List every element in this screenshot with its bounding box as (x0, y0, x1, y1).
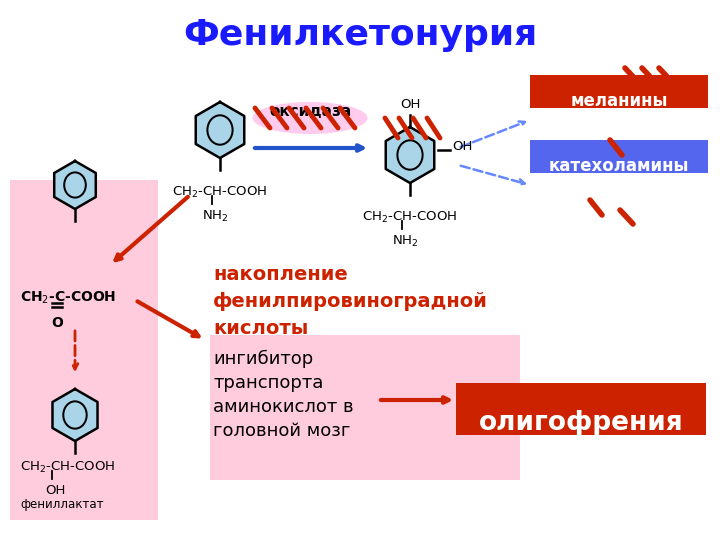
Polygon shape (53, 389, 97, 441)
Text: NH$_2$: NH$_2$ (392, 234, 418, 249)
Text: катехоламины: катехоламины (549, 157, 689, 175)
Polygon shape (386, 127, 434, 183)
Text: головной мозг: головной мозг (213, 422, 351, 440)
Ellipse shape (253, 102, 367, 134)
Text: аминокислот в: аминокислот в (213, 398, 354, 416)
Bar (10, 180, 158, 520)
Bar (530, 75, 708, 108)
Polygon shape (196, 102, 244, 158)
Text: OH: OH (452, 140, 472, 153)
Text: кислоты: кислоты (213, 319, 308, 338)
Bar (530, 140, 708, 173)
Text: O: O (51, 316, 63, 330)
Text: OH: OH (400, 98, 420, 111)
Text: CH$_2$-CH-COOH: CH$_2$-CH-COOH (20, 460, 115, 475)
Text: Фенилкетонурия: Фенилкетонурия (183, 18, 537, 52)
Text: фениллактат: фениллактат (20, 498, 104, 511)
Text: накопление: накопление (213, 265, 348, 284)
Bar (456, 383, 706, 435)
Bar (210, 335, 520, 480)
Text: фенилпировиноградной: фенилпировиноградной (213, 292, 488, 311)
Text: CH$_2$-CH-COOH: CH$_2$-CH-COOH (173, 185, 268, 200)
Text: CH$_2$-C-COOH: CH$_2$-C-COOH (20, 290, 117, 306)
Polygon shape (54, 161, 96, 209)
Text: CH$_2$-CH-COOH: CH$_2$-CH-COOH (362, 210, 457, 225)
Text: оксидаза: оксидаза (269, 104, 351, 119)
Text: меланины: меланины (570, 92, 667, 110)
Text: транспорта: транспорта (213, 374, 323, 392)
Text: ингибитор: ингибитор (213, 350, 313, 368)
Text: олигофрения: олигофрения (479, 410, 683, 436)
Text: OH: OH (45, 484, 66, 497)
Text: NH$_2$: NH$_2$ (202, 209, 228, 224)
